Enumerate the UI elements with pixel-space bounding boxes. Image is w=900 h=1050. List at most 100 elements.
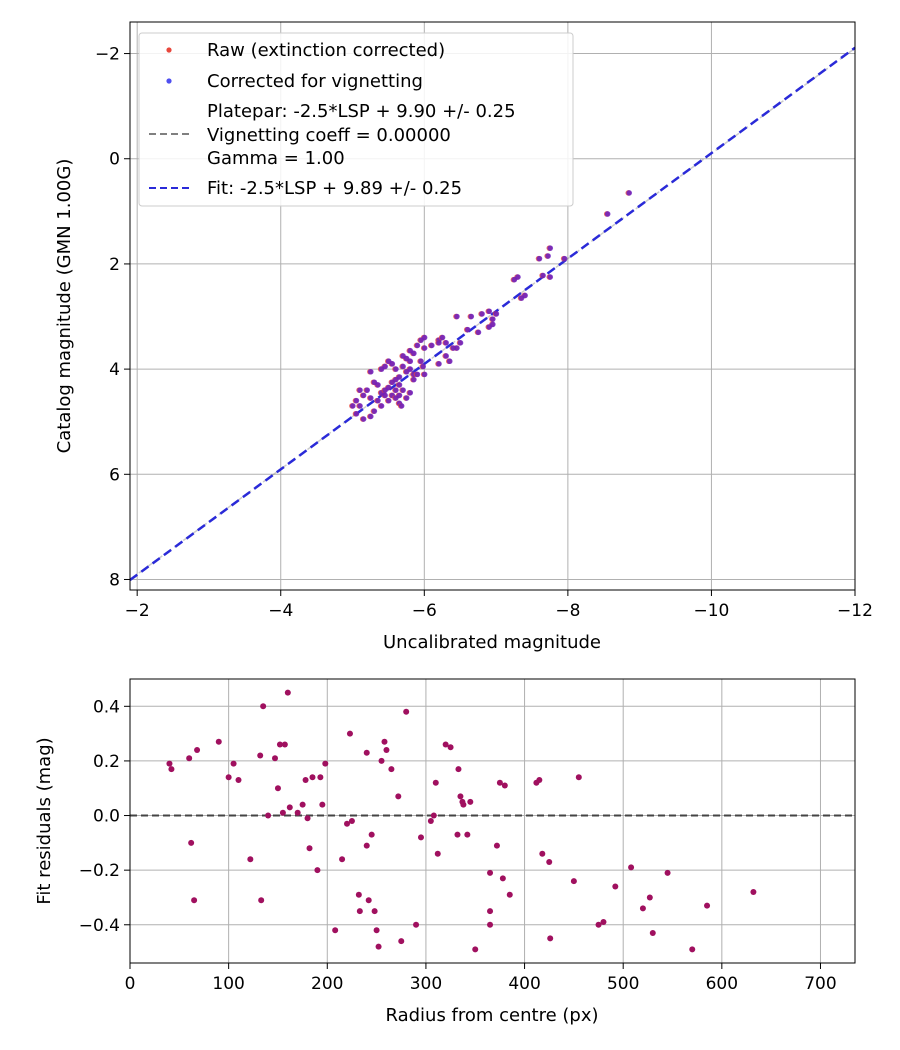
residual-point: [373, 927, 380, 934]
legend-platepar-line1: Platepar: -2.5*LSP + 9.90 +/- 0.25: [207, 101, 516, 122]
residual-point: [547, 935, 554, 942]
residual-point: [381, 738, 388, 745]
corrected-point: [545, 253, 551, 259]
residual-point: [546, 858, 553, 865]
corrected-point: [414, 371, 421, 378]
corrected-point: [604, 211, 611, 217]
residual-point: [570, 878, 577, 885]
residual-point: [215, 738, 222, 745]
bottom-x-tick-label: 300: [410, 974, 442, 994]
bottom-y-tick-label: 0.4: [93, 697, 120, 717]
corrected-point: [547, 274, 554, 280]
residual-point: [432, 779, 439, 786]
residual-point: [375, 943, 382, 950]
corrected-point: [398, 403, 405, 409]
corrected-point: [350, 403, 356, 409]
residual-point: [276, 741, 283, 748]
corrected-point: [367, 413, 374, 420]
residual-point: [356, 908, 363, 915]
corrected-point: [486, 324, 493, 330]
residual-point: [186, 755, 193, 762]
residual-point: [539, 850, 546, 857]
residual-point: [194, 747, 201, 753]
corrected-point: [393, 387, 399, 393]
residual-point: [188, 839, 195, 846]
corrected-point: [378, 403, 385, 409]
corrected-point: [518, 295, 525, 301]
top-lines: [129, 46, 856, 582]
residual-point: [417, 834, 424, 841]
legend-raw-marker: [166, 47, 172, 53]
bottom-y-tick-label: −0.4: [79, 916, 120, 936]
residual-point: [600, 919, 607, 926]
residual-point: [309, 774, 316, 781]
top-y-tick-label: 6: [109, 465, 120, 485]
residual-point: [235, 777, 242, 784]
residual-point: [664, 869, 671, 876]
corrected-point: [418, 337, 424, 343]
corrected-point: [396, 382, 403, 388]
residual-point: [413, 921, 420, 928]
residual-point: [649, 929, 656, 936]
residual-point: [346, 730, 353, 737]
corrected-point: [400, 387, 406, 393]
legend-platepar-line2: Vignetting coeff = 0.00000: [207, 125, 451, 146]
residual-point: [299, 801, 306, 808]
residual-point: [454, 831, 461, 838]
residual-point: [314, 867, 321, 874]
corrected-point: [393, 395, 399, 401]
legend-platepar-line3: Gamma = 1.00: [207, 148, 345, 169]
residual-point: [704, 902, 711, 909]
residual-point: [378, 757, 385, 764]
top-x-tick-label: −2: [125, 601, 150, 621]
residual-point: [442, 741, 449, 748]
corrected-point: [400, 363, 406, 370]
legend-box: [138, 32, 574, 207]
corrected-point: [353, 397, 360, 404]
top-y-tick-label: 2: [109, 255, 120, 275]
corrected-point: [454, 313, 460, 320]
bottom-x-ticks: 0 100 200 300 400 500 600 700: [125, 963, 837, 994]
residual-point: [487, 921, 494, 928]
residual-point: [501, 782, 508, 789]
residual-point: [639, 905, 646, 912]
residual-point: [455, 766, 462, 773]
corrected-point: [385, 358, 392, 365]
corrected-point: [468, 313, 475, 320]
residual-point: [191, 897, 198, 904]
corrected-point: [360, 416, 367, 422]
corrected-point: [371, 408, 378, 414]
residual-point: [646, 894, 653, 901]
residual-point: [306, 845, 313, 852]
top-x-tick-label: −10: [693, 601, 729, 621]
residual-point: [365, 897, 372, 904]
residual-point: [247, 856, 254, 863]
residual-point: [279, 809, 286, 816]
top-x-tick-label: −8: [555, 601, 580, 621]
corrected-point: [421, 345, 428, 351]
top-y-axis-label: Catalog magnitude (GMN 1.00G): [54, 159, 75, 454]
top-x-ticks: −2 −4 −6 −8 −10 −12: [125, 590, 873, 621]
residual-point: [294, 809, 301, 816]
residual-point: [363, 749, 370, 756]
residual-point: [166, 760, 173, 767]
fit-line: [129, 46, 856, 582]
residual-point: [499, 875, 506, 882]
corrected-point: [439, 334, 446, 341]
corrected-point: [475, 329, 482, 336]
corrected-point: [385, 397, 392, 404]
bottom-x-tick-label: 200: [311, 974, 343, 994]
residual-point: [383, 747, 390, 753]
legend-corrected-marker: [166, 78, 172, 84]
legend: Raw (extinction corrected) Corrected for…: [138, 32, 574, 207]
residual-point: [281, 741, 288, 748]
corrected-point: [407, 347, 414, 354]
top-x-tick-label: −12: [837, 601, 873, 621]
residual-point: [230, 760, 237, 767]
residual-point: [536, 777, 543, 784]
residual-point: [395, 793, 402, 800]
residual-point: [260, 703, 267, 710]
corrected-point: [367, 395, 374, 401]
residual-point: [447, 744, 454, 751]
residual-point: [430, 812, 437, 819]
